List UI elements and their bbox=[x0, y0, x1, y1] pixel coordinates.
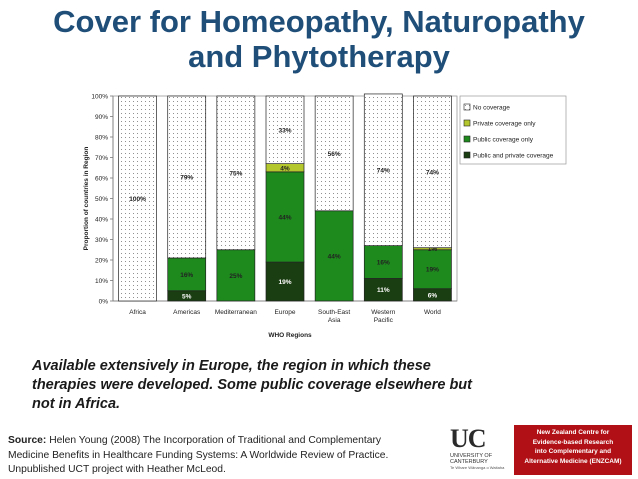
data-label: 100% bbox=[129, 196, 146, 203]
x-tick-label: Western bbox=[371, 309, 395, 316]
data-label: 74% bbox=[377, 167, 390, 174]
logo-subtitle: Te Whare Wānanga o Waitaha bbox=[450, 465, 505, 470]
legend-label: Public and private coverage bbox=[473, 153, 554, 160]
y-tick-label: 60% bbox=[95, 176, 108, 183]
data-label: 74% bbox=[426, 169, 439, 176]
y-tick-label: 50% bbox=[95, 196, 108, 203]
legend-swatch bbox=[463, 151, 471, 159]
data-label: 79% bbox=[180, 174, 193, 181]
y-tick-label: 20% bbox=[95, 258, 108, 265]
caption-line-3: not in Africa. bbox=[32, 396, 121, 412]
y-tick-label: 100% bbox=[91, 94, 108, 101]
source-citation: Source: Helen Young (2008) The Incorpora… bbox=[8, 434, 438, 478]
centre-line-3: into Complementary and bbox=[534, 448, 612, 455]
y-tick-label: 80% bbox=[95, 135, 108, 142]
data-label: 5% bbox=[182, 293, 192, 300]
caption-line-2: therapies were developed. Some public co… bbox=[32, 377, 472, 393]
bar-segment bbox=[265, 171, 305, 263]
legend-swatch bbox=[463, 119, 471, 127]
y-tick-label: 0% bbox=[99, 299, 109, 306]
bar-segment bbox=[314, 210, 354, 302]
y-tick-label: 30% bbox=[95, 237, 108, 244]
data-label: 19% bbox=[278, 279, 291, 286]
data-label: 25% bbox=[229, 273, 242, 280]
data-label: 16% bbox=[180, 272, 193, 279]
x-tick-label: South-East bbox=[318, 309, 350, 316]
stacked-bar-chart: 0% 10% 20% 30% 40% 50% 60% 70% 80% 90% 100% Proport… bbox=[83, 93, 567, 339]
bar-segment bbox=[265, 261, 305, 302]
x-tick-label: World bbox=[424, 309, 441, 316]
source-label: Source: bbox=[8, 435, 47, 446]
legend-label: Public coverage only bbox=[473, 137, 534, 144]
data-label: 4% bbox=[280, 165, 290, 172]
source-line-3: Unpublished UCT project with Heather McL… bbox=[8, 464, 226, 475]
source-text-1: Helen Young (2008) The Incorporation of … bbox=[49, 435, 382, 446]
source-line-2: Medicine Benefits in Healthcare Funding … bbox=[8, 449, 389, 461]
bar-segment bbox=[265, 95, 305, 165]
legend-label: No coverage bbox=[473, 105, 510, 112]
caption-line-1: Available extensively in Europe, the reg… bbox=[32, 358, 431, 374]
bar-segment bbox=[118, 95, 157, 302]
x-axis-label: WHO Regions bbox=[268, 332, 312, 339]
title-line-1: Cover for Homeopathy, Naturopathy bbox=[53, 4, 585, 39]
y-tick-label: 90% bbox=[95, 114, 108, 121]
data-label: 19% bbox=[426, 267, 439, 274]
data-label: 6% bbox=[428, 292, 438, 299]
y-axis-label: Proportion of countries in Region bbox=[83, 147, 90, 251]
x-tick-label: Pacific bbox=[374, 317, 394, 324]
university-logo: UC UNIVERSITY OF CANTERBURY Te Whare Wān… bbox=[450, 426, 508, 474]
data-label: 33% bbox=[278, 127, 291, 134]
bar-segment bbox=[167, 95, 207, 259]
legend-swatch bbox=[463, 103, 471, 111]
legend-swatch bbox=[463, 135, 471, 143]
x-tick-label: Americas bbox=[173, 309, 201, 316]
bar-segment bbox=[216, 95, 256, 251]
title-line-2: and Phytotherapy bbox=[188, 39, 450, 74]
centre-line-2: Evidence-based Research bbox=[532, 438, 614, 446]
x-tick-label: Asia bbox=[328, 317, 341, 324]
data-label: 44% bbox=[328, 253, 341, 260]
logo-name: UNIVERSITY OF CANTERBURY bbox=[450, 453, 493, 465]
data-label: 16% bbox=[377, 260, 390, 267]
data-label: 75% bbox=[229, 170, 242, 177]
y-tick-label: 40% bbox=[95, 217, 108, 224]
bar-segment bbox=[363, 93, 403, 246]
x-tick-label: Africa bbox=[129, 309, 146, 316]
centre-line-1: New Zealand Centre for bbox=[536, 429, 610, 436]
data-label: 56% bbox=[328, 151, 341, 158]
data-label: 1% bbox=[428, 246, 438, 253]
bar-segment bbox=[314, 95, 354, 212]
y-tick-label: 70% bbox=[95, 155, 108, 162]
bar-segment bbox=[413, 95, 452, 249]
bar-segment bbox=[413, 249, 452, 290]
slide-caption: Available extensively in Europe, the reg… bbox=[32, 357, 532, 414]
x-tick-label: Europe bbox=[275, 309, 296, 316]
slide-title: Cover for Homeopathy, Naturopathy and Ph… bbox=[0, 4, 638, 74]
bar-segment bbox=[363, 245, 403, 279]
enzcam-badge: New Zealand Centre for Evidence-based Re… bbox=[514, 425, 632, 475]
source-line-1: Source: Helen Young (2008) The Incorpora… bbox=[8, 434, 438, 449]
legend-box bbox=[459, 95, 567, 165]
x-tick-label: Mediterranean bbox=[215, 309, 257, 316]
logo-letters: UC bbox=[450, 424, 487, 453]
legend-label: Private coverage only bbox=[473, 121, 536, 128]
y-tick-label: 10% bbox=[95, 278, 108, 285]
data-label: 11% bbox=[377, 287, 390, 294]
centre-line-4: Alternative Medicine (ENZCAM) bbox=[524, 457, 622, 465]
data-label: 44% bbox=[278, 214, 291, 221]
